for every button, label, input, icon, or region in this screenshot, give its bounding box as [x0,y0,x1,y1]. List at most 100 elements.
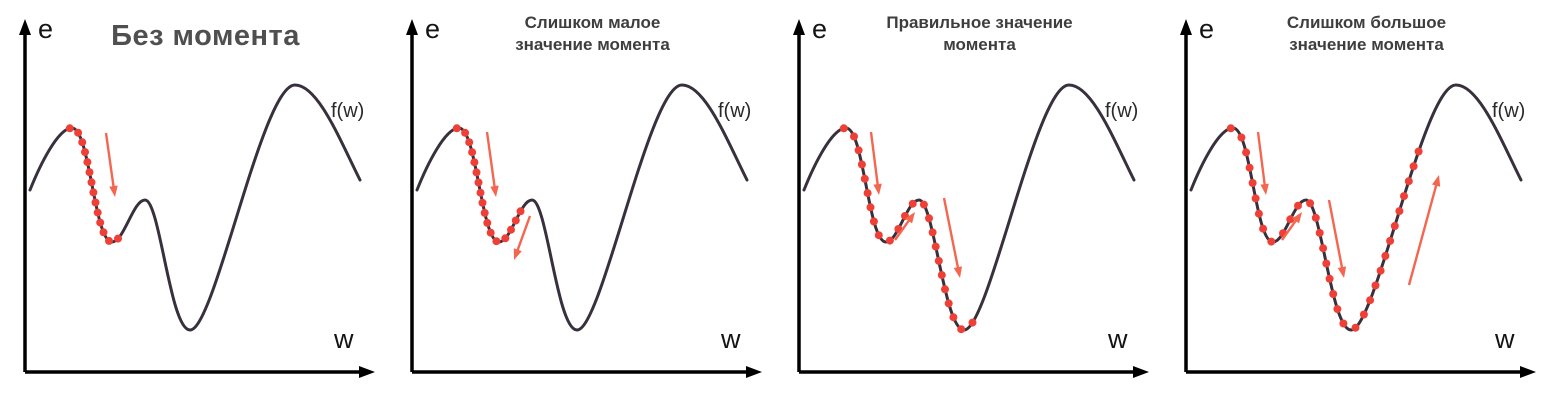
descent-dot [1371,281,1380,290]
descent-dot [1311,213,1320,222]
function-curve [802,83,1136,332]
descent-arrow-head [953,266,962,278]
descent-arrow-head [490,185,499,197]
descent-dot [968,318,977,327]
y-axis-label: e [38,14,54,44]
panel-correct-momentum: Правильное значение момента e w f(w) [774,0,1161,400]
function-curve [1189,83,1523,332]
descent-dot [480,208,489,217]
descent-dot [87,178,96,187]
descent-dot [93,208,102,217]
descent-dot [1242,148,1251,157]
descent-dot [1390,222,1399,230]
y-axis-arrowhead [793,19,805,35]
descent-dot [465,138,474,147]
descent-dot [839,124,848,133]
descent-arrow-shaft [1281,218,1298,241]
descent-dot [850,132,858,141]
descent-dot [1267,237,1276,246]
descent-dot [1294,201,1302,210]
descent-dot [1237,133,1246,142]
descent-dot [874,231,883,240]
panel-too-small-momentum: Слишком малое значение момента e w f(w) [387,0,774,400]
descent-dot [908,199,917,208]
descent-dot [474,178,483,187]
descent-dot [81,148,89,157]
descent-dot [1322,259,1331,268]
descent-arrow-shaft [515,215,532,252]
descent-dot [1306,199,1315,208]
descent-dot [472,168,481,177]
y-axis-label: e [425,14,441,44]
descent-dot [944,299,953,308]
descent-dot [863,189,872,198]
descent-dot [492,237,501,246]
descent-arrow-shaft [1407,183,1438,286]
plot-area [406,19,762,378]
descent-dot [89,188,98,197]
descent-dot [1359,310,1368,319]
descent-dot [928,228,937,237]
descent-dot [1333,305,1342,314]
descent-dot [476,188,485,197]
descent-dot [941,285,949,294]
descent-dot [91,198,100,207]
descent-dot [1400,192,1408,201]
descent-dot [1245,163,1254,172]
descent-dot [1325,274,1334,283]
descent-dot [1381,251,1390,260]
y-axis-label: e [1199,14,1215,44]
descent-dot [931,242,940,251]
descent-dot [452,124,461,133]
y-axis-arrowhead [19,19,31,35]
descent-dot [1315,228,1324,237]
plot-area [793,19,1149,378]
descent-dot [65,124,74,133]
panel-title: Правильное значение момента [886,13,1073,55]
descent-arrow-head [1337,266,1347,278]
y-axis-arrowhead [1180,19,1192,35]
descent-dot [1376,266,1385,275]
descent-dot [957,325,966,334]
descent-dot [1414,147,1423,156]
descent-dot [478,198,487,207]
plot-area [19,19,375,378]
descent-dot [486,228,495,237]
panel-too-large-momentum: Слишком большое значение момента e w f(w… [1161,0,1548,400]
descent-dot [83,158,92,167]
descent-dot [1248,179,1257,187]
descent-arrow-head [513,248,522,260]
descent-dot [96,218,105,227]
descent-dot [857,160,866,169]
function-curve [415,83,749,332]
descent-dot [1329,290,1338,298]
descent-dot [1251,194,1260,203]
y-axis-arrowhead [406,19,418,35]
panel-no-momentum: Без момента e w f(w) [0,0,387,400]
panel-title: Без момента [111,20,300,52]
descent-dot [461,128,470,137]
descent-dot [470,158,479,167]
descent-arrow-head [109,185,118,197]
descent-dot [1286,215,1295,224]
descent-dot [74,128,83,137]
descent-arrow-shaft [894,218,911,241]
descent-arrow-shaft [1327,199,1344,270]
descent-dot [1395,207,1404,216]
panel-title: Слишком большое значение момента [1286,13,1447,55]
function-label: f(w) [1492,100,1526,122]
descent-dot [860,174,869,183]
descent-dot [511,216,520,225]
x-axis-label: w [721,324,741,354]
descent-arrow-head [1292,212,1302,224]
descent-arrow-shaft [1256,131,1267,187]
descent-arrow-head [1260,183,1269,195]
descent-dot [937,271,946,280]
descent-dot [1366,296,1375,305]
descent-dot [869,217,878,226]
x-axis-arrowhead [359,366,375,378]
descent-dot [105,236,113,245]
x-axis-arrowhead [1133,366,1149,378]
descent-dot [949,313,958,322]
